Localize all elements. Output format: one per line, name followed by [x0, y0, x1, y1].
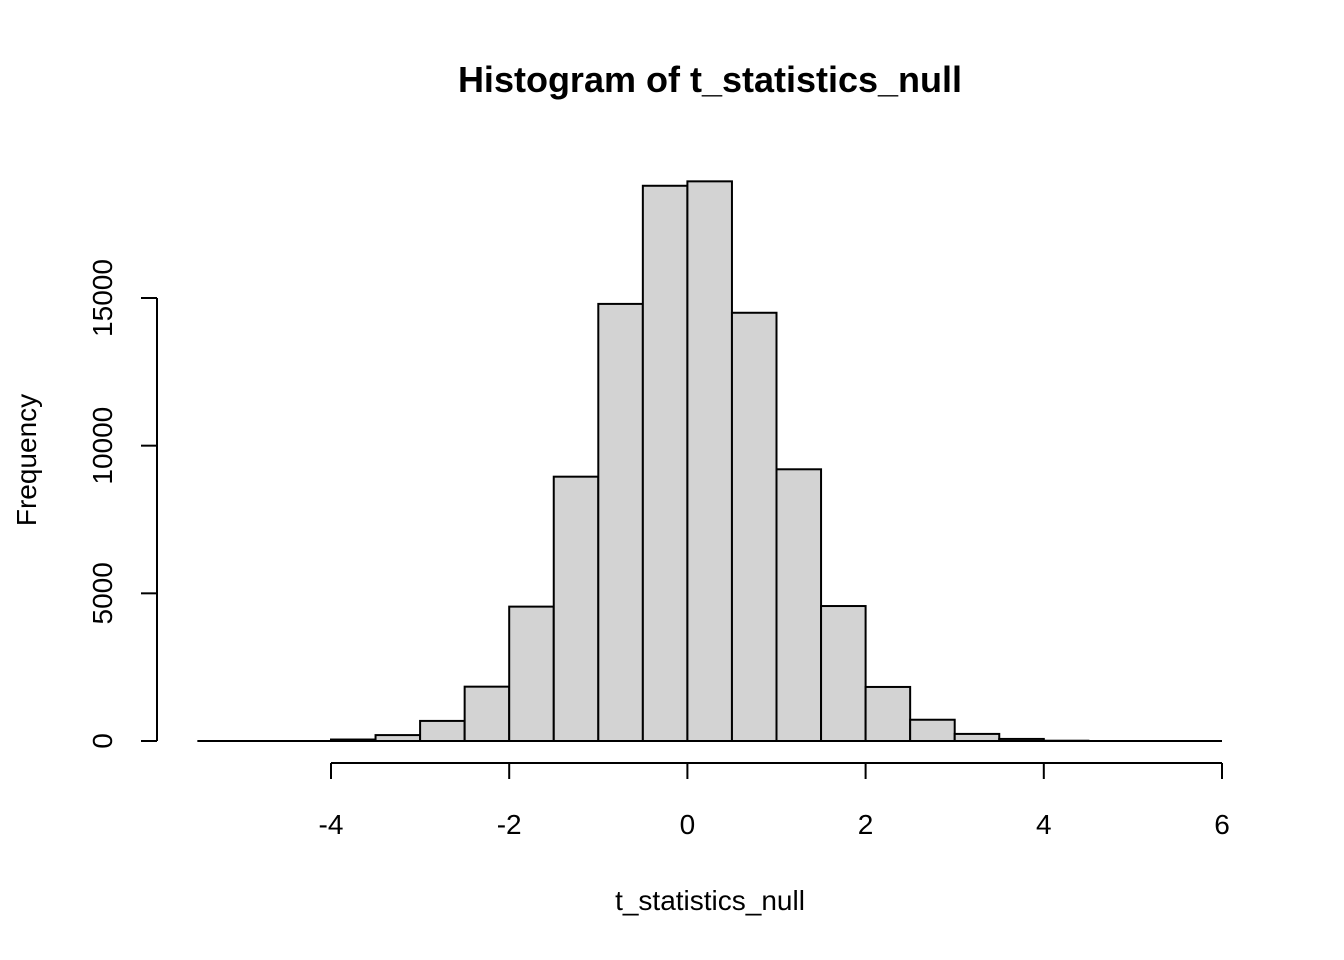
x-tick-label: -4	[319, 809, 344, 840]
histogram-bar	[463, 685, 511, 743]
x-axis: -4 -2 0 2 4 6	[319, 762, 1230, 840]
histogram-bar	[820, 605, 867, 742]
x-axis-label: t_statistics_null	[615, 885, 805, 916]
y-tick-label: 10000	[87, 407, 118, 485]
histogram-bar	[730, 311, 778, 742]
chart-title: Histogram of t_statistics_null	[458, 59, 962, 100]
x-tick-label: 0	[680, 809, 696, 840]
y-axis: 0 5000 10000 15000	[87, 259, 158, 749]
histogram-bar	[552, 475, 600, 742]
x-tick-label: 2	[858, 809, 874, 840]
y-tick-label: 15000	[87, 259, 118, 337]
histogram-bar	[641, 184, 689, 743]
bars-group	[197, 180, 1222, 743]
x-tick-label: -2	[497, 809, 522, 840]
histogram-bar	[419, 719, 466, 743]
histogram-bar	[775, 468, 823, 742]
y-tick-label: 0	[87, 733, 118, 749]
y-tick-label: 5000	[87, 562, 118, 624]
y-axis-label: Frequency	[11, 394, 42, 526]
histogram-bar	[909, 718, 956, 743]
histogram-bar	[686, 180, 733, 743]
x-tick-label: 6	[1214, 809, 1230, 840]
x-tick-label: 4	[1036, 809, 1052, 840]
histogram-bar	[864, 685, 912, 742]
histogram-bar	[597, 302, 644, 742]
histogram-bar	[953, 732, 1001, 742]
histogram-bar	[508, 605, 555, 743]
